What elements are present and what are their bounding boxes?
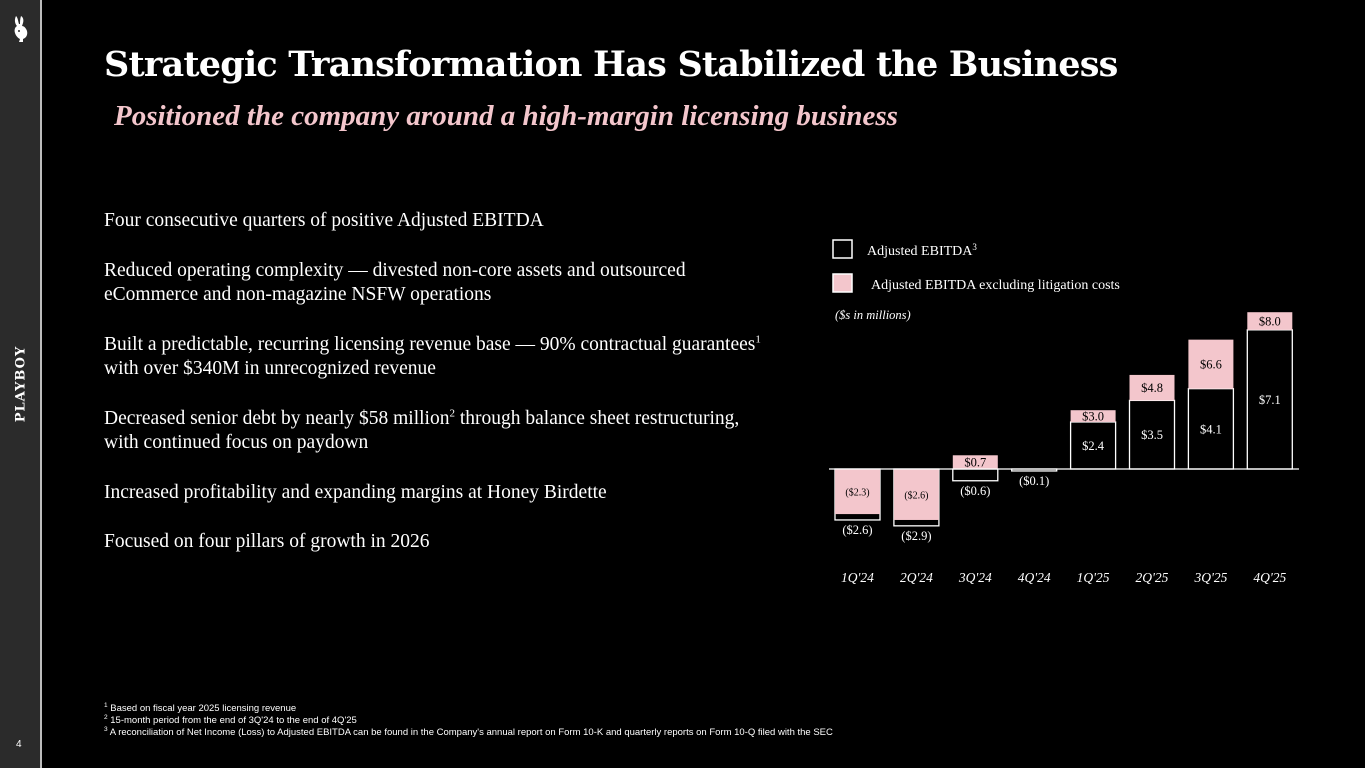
bullet-text: with over $340M in unrecognized revenue [104,358,436,379]
data-label-adjusted-ebitda: $3.5 [1141,428,1163,442]
legend-label-sup: 3 [972,242,977,252]
bullet-text: Focused on four pillars of growth in 202… [104,531,430,552]
x-tick-label: 1Q'24 [841,570,874,585]
bullet-item: Reduced operating complexity — divested … [104,259,764,308]
x-tick-label: 4Q'25 [1253,570,1286,585]
chart-legend: Adjusted EBITDA3 Adjusted EBITDA excludi… [832,239,1120,322]
bullet-text: through balance sheet restructuring, wit… [104,407,740,454]
footnote-text: Based on fiscal year 2025 licensing reve… [110,703,297,714]
bullet-text: Increased profitability and expanding ma… [104,481,607,503]
footnote-2: 2 15-month period from the end of 3Q'24 … [104,713,833,727]
footnote-1: 1 Based on fiscal year 2025 licensing re… [104,701,833,715]
data-label-excluding-litigation: $3.0 [1082,410,1104,424]
x-tick-label: 2Q'25 [1136,570,1169,585]
data-label-adjusted-ebitda: ($0.1) [1019,474,1049,488]
bullet-item: Built a predictable, recurring licensing… [104,333,764,382]
bullet-text: Built a predictable, recurring licensing… [104,333,756,355]
footnote-text: 15-month period from the end of 3Q'24 to… [110,715,357,726]
bunny-logo-icon [14,16,28,42]
bar-adjusted-ebitda [952,468,999,482]
legend-label-text: Adjusted EBITDA [867,244,973,259]
footnote-ref: 1 [755,333,761,345]
x-tick-label: 3Q'24 [958,570,992,585]
footnote-number: 3 [104,725,108,733]
legend-swatch-adjusted-ebitda [832,239,853,259]
bar-excluding-litigation [1188,339,1234,389]
bullet-item: Increased profitability and expanding ma… [104,481,764,506]
chart-labels: ($2.3) ($2.6) 1Q'24 ($2.6) ($2.9) 2Q'24 $0.7 ($… [841,315,1286,585]
bullet-list: Four consecutive quarters of positive Ad… [104,209,764,580]
page-number: 4 [16,739,22,750]
sidebar: PLAYBOY 4 [0,0,42,768]
units-note: ($s in millions) [835,308,911,322]
bar-excluding-litigation [952,455,998,469]
bullet-text: Decreased senior debt by nearly $58 mill… [104,407,450,429]
data-label-excluding-litigation: $0.7 [964,456,986,470]
footnote-number: 1 [104,701,108,709]
legend-label-excluding-litigation: Adjusted EBITDA excluding litigation cos… [871,278,1120,293]
data-label-excluding-litigation: ($2.6) [904,490,928,501]
bar-excluding-litigation [893,469,939,520]
bar-excluding-litigation [1247,312,1293,330]
bullet-item: Focused on four pillars of growth in 202… [104,530,764,555]
bar-excluding-litigation [835,469,880,515]
x-tick-label: 2Q'24 [900,570,933,585]
data-label-adjusted-ebitda: ($2.9) [901,529,931,543]
x-tick-label: 4Q'24 [1018,570,1051,585]
data-label-adjusted-ebitda: $2.4 [1082,439,1105,453]
bullet-item: Decreased senior debt by nearly $58 mill… [104,407,764,456]
data-label-excluding-litigation: ($2.3) [845,488,869,499]
legend-swatch-excluding-litigation [832,273,853,293]
bullet-text: Four consecutive quarters of positive Ad… [104,210,544,231]
data-label-excluding-litigation: $6.6 [1200,358,1222,372]
bar-adjusted-ebitda [1246,329,1293,470]
legend-label-adjusted-ebitda: Adjusted EBITDA3 [867,242,977,259]
bullet-item: Four consecutive quarters of positive Ad… [104,209,764,234]
data-label-adjusted-ebitda: $4.1 [1200,422,1222,436]
x-tick-label: 1Q'25 [1077,570,1110,585]
data-label-excluding-litigation: $4.8 [1141,381,1163,395]
footnote-3: 3 A reconciliation of Net Income (Loss) … [104,725,833,739]
footnotes: 1 Based on fiscal year 2025 licensing re… [104,701,833,739]
data-label-adjusted-ebitda: ($0.6) [960,484,990,498]
footnote-ref: 2 [449,407,455,419]
data-label-adjusted-ebitda: $7.1 [1259,393,1281,407]
page-subtitle: Positioned the company around a high-mar… [114,100,898,132]
bar-excluding-litigation [1070,410,1116,422]
page-title: Strategic Transformation Has Stabilized … [104,44,1118,85]
data-label-excluding-litigation: $8.0 [1259,315,1281,329]
footnote-text: A reconciliation of Net Income (Loss) to… [109,727,833,738]
footnote-number: 2 [104,713,108,721]
data-label-adjusted-ebitda: ($2.6) [842,523,872,537]
bar-excluding-litigation [1129,374,1175,401]
x-tick-label: 3Q'25 [1193,570,1227,585]
bar-adjusted-ebitda [1187,387,1235,470]
bar-adjusted-ebitda [1128,399,1176,470]
chart-bars [834,312,1293,527]
bullet-text: Reduced operating complexity — divested … [104,259,686,306]
